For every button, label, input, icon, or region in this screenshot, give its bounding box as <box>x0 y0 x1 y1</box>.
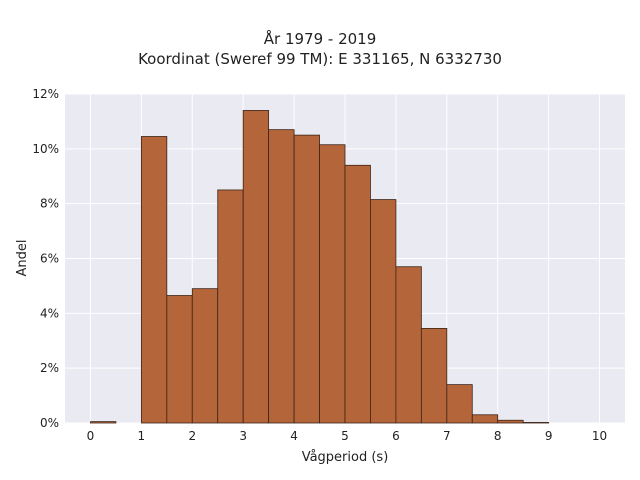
histogram-bar <box>268 129 295 424</box>
x-tick-label: 10 <box>592 429 607 443</box>
x-tick-label: 9 <box>545 429 553 443</box>
histogram-bar <box>395 266 422 424</box>
histogram-bar <box>319 144 346 424</box>
histogram-bar <box>420 328 448 424</box>
histogram-bar <box>242 110 270 424</box>
histogram-bar <box>217 189 244 424</box>
x-axis-ticks: 0 1 2 3 4 5 6 7 8 9 10 <box>87 429 608 443</box>
x-tick-label: 3 <box>239 429 247 443</box>
y-axis-ticks: 0% 2% 4% 6% 8% 10% 12% <box>32 87 59 430</box>
histogram-bar <box>166 295 193 424</box>
y-tick-label: 4% <box>40 306 59 320</box>
x-tick-label: 4 <box>290 429 298 443</box>
histogram-bar <box>191 288 219 424</box>
histogram-bar <box>497 419 524 424</box>
y-tick-label: 2% <box>40 361 59 375</box>
histogram-bar <box>293 134 320 424</box>
y-tick-label: 8% <box>40 197 59 211</box>
histogram-bar <box>370 199 397 424</box>
x-tick-label: 5 <box>341 429 349 443</box>
y-tick-label: 10% <box>32 142 59 156</box>
x-tick-label: 7 <box>443 429 451 443</box>
y-tick-label: 12% <box>32 87 59 101</box>
histogram-bars <box>90 110 550 424</box>
chart-title-line-1: År 1979 - 2019 <box>263 30 377 48</box>
y-tick-label: 0% <box>40 416 59 430</box>
y-tick-label: 6% <box>40 252 59 266</box>
x-tick-label: 0 <box>87 429 95 443</box>
x-tick-label: 2 <box>188 429 196 443</box>
x-tick-label: 6 <box>392 429 400 443</box>
histogram-bar <box>522 422 550 424</box>
y-axis-label: Andel <box>15 240 30 277</box>
histogram-bar <box>140 136 168 424</box>
chart-title-line-2: Koordinat (Sweref 99 TM): E 331165, N 63… <box>138 50 502 68</box>
histogram-bar <box>90 421 117 424</box>
x-axis-label: Vågperiod (s) <box>302 450 389 465</box>
x-tick-label: 1 <box>138 429 146 443</box>
x-tick-label: 8 <box>494 429 502 443</box>
histogram-bar <box>446 384 473 424</box>
histogram-bar <box>344 164 371 424</box>
histogram-bar <box>471 414 499 424</box>
